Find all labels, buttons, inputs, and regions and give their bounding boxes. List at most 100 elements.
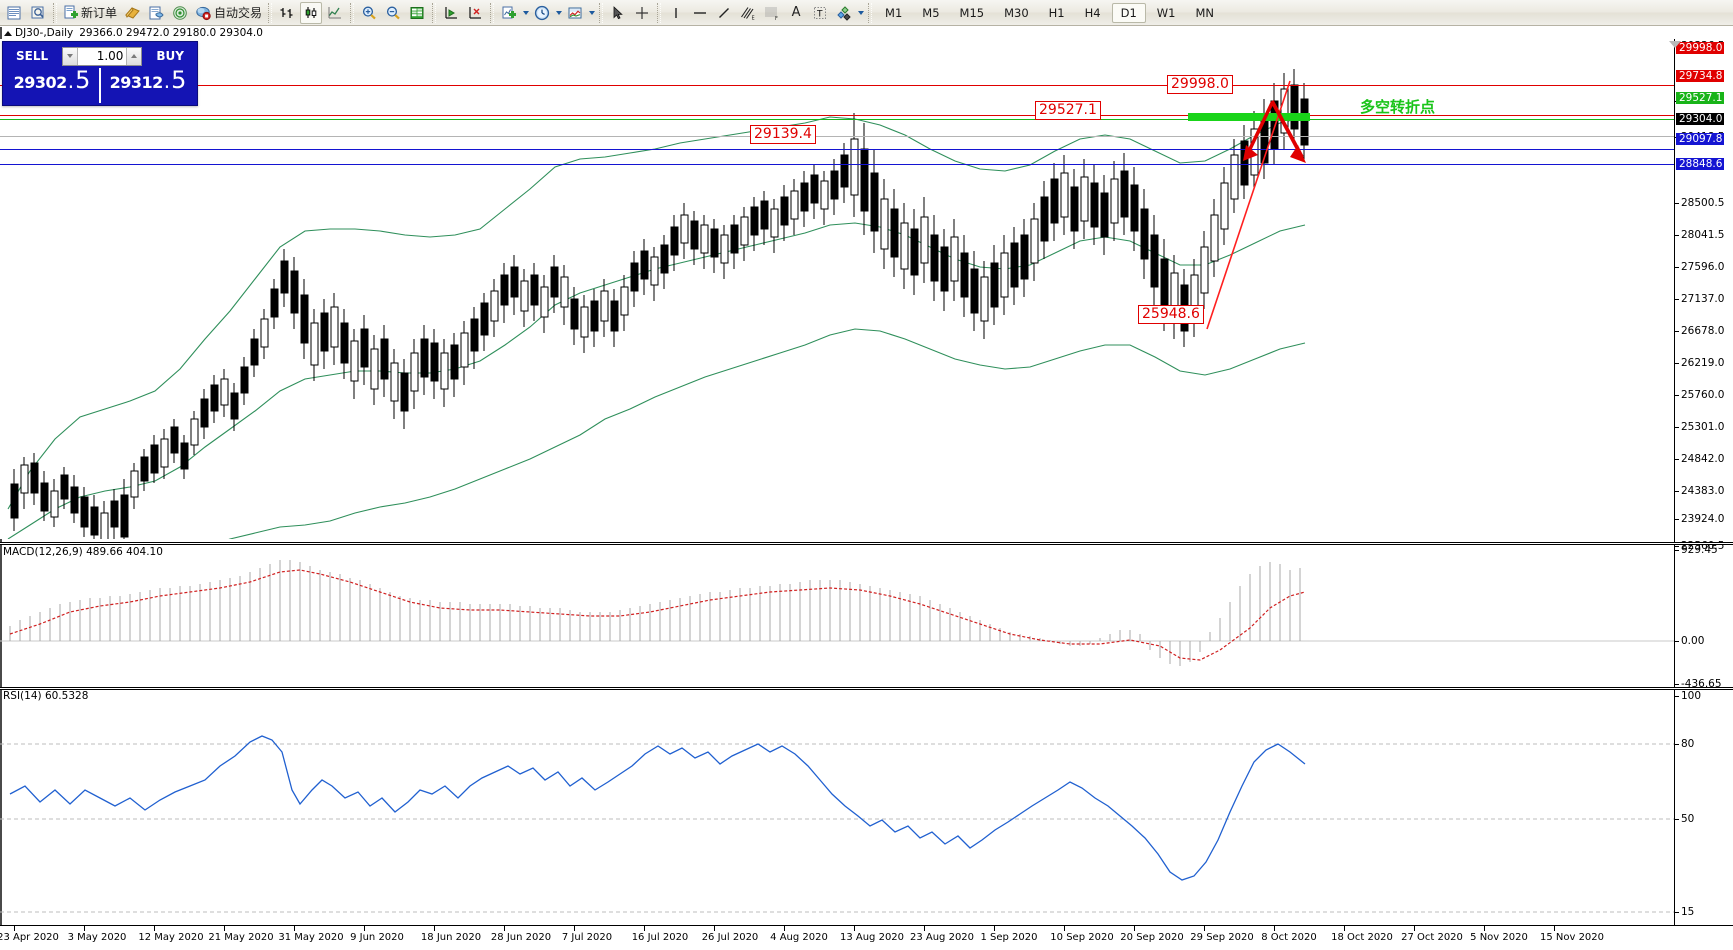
annotation-25948[interactable]: 25948.6 xyxy=(1138,305,1204,324)
timeframe-m5[interactable]: M5 xyxy=(922,5,940,20)
rsi-chart-canvas[interactable] xyxy=(0,694,1674,950)
market-watch-icon[interactable] xyxy=(3,2,25,24)
macd-label: MACD(12,26,9) 489.66 404.10 xyxy=(3,546,163,558)
annotation-29139[interactable]: 29139.4 xyxy=(750,125,816,144)
buy-price[interactable]: 29312 . 5 xyxy=(101,68,195,103)
signals-icon[interactable] xyxy=(169,2,191,24)
trade-panel-price-row: 29302 . 5 29312 . 5 xyxy=(3,68,197,105)
support-line-29527[interactable] xyxy=(0,119,1674,120)
support-line-29097[interactable] xyxy=(0,149,1674,150)
axis-tick xyxy=(1675,459,1679,460)
buy-button[interactable]: BUY xyxy=(146,45,194,67)
volume-input[interactable] xyxy=(78,47,127,65)
cursor-icon[interactable] xyxy=(607,2,629,24)
chart-stage: 29998.0 29527.1 29139.4 25948.6 多空转折点 30… xyxy=(0,39,1733,950)
timeframe-w1[interactable]: W1 xyxy=(1156,5,1176,20)
timeframe-h1[interactable]: H1 xyxy=(1048,5,1065,20)
date-label: 4 Aug 2020 xyxy=(770,932,828,943)
periods-icon[interactable] xyxy=(531,2,553,24)
resistance-line-29998[interactable] xyxy=(0,85,1674,86)
periods-dropdown-caret[interactable] xyxy=(554,3,563,23)
date-tick xyxy=(924,926,925,931)
price-chart-canvas[interactable] xyxy=(0,39,1674,539)
collapse-triangle-icon[interactable] xyxy=(4,30,12,36)
support-line-28848[interactable] xyxy=(0,164,1674,165)
annotation-29527[interactable]: 29527.1 xyxy=(1035,101,1101,120)
sell-price[interactable]: 29302 . 5 xyxy=(5,68,101,103)
rsi-pane-separator[interactable] xyxy=(0,687,1733,690)
price-badge-29527: 29527.1 xyxy=(1676,92,1725,104)
terminal-icon[interactable] xyxy=(145,2,167,24)
date-label: 7 Jul 2020 xyxy=(561,932,613,943)
date-axis[interactable]: 23 Apr 2020 3 May 2020 12 May 2020 21 Ma… xyxy=(0,925,1733,950)
axis-tick-label: 27596.0 xyxy=(1681,261,1725,273)
axis-tick xyxy=(1675,363,1679,364)
timeframe-d1[interactable]: D1 xyxy=(1111,2,1146,23)
timeframe-m30[interactable]: M30 xyxy=(1004,5,1029,20)
date-label: 16 Jul 2020 xyxy=(631,932,689,943)
templates-dropdown-caret[interactable] xyxy=(587,3,596,23)
timeframe-m1[interactable]: M1 xyxy=(885,5,903,20)
rsi-axis-tick-80: 80 xyxy=(1681,738,1695,750)
bar-chart-icon[interactable] xyxy=(276,2,298,24)
axis-tick xyxy=(1675,395,1679,396)
trendline-icon[interactable] xyxy=(713,2,735,24)
chart-symbol-header: DJ30-,Daily 29366.0 29472.0 29180.0 2930… xyxy=(0,27,263,39)
timeframe-h4[interactable]: H4 xyxy=(1084,5,1101,20)
rsi-axis-tick-100: 100 xyxy=(1681,690,1702,702)
price-badge-28848: 28848.6 xyxy=(1676,158,1725,170)
shapes-dropdown-caret[interactable] xyxy=(856,3,865,23)
line-chart-icon[interactable] xyxy=(324,2,346,24)
candlestick-chart-icon[interactable] xyxy=(300,1,323,24)
text-icon[interactable]: A xyxy=(785,2,807,24)
rsi-label: RSI(14) 60.5328 xyxy=(3,690,89,702)
sell-button[interactable]: SELL xyxy=(6,45,59,67)
axis-tick xyxy=(1675,641,1679,642)
crosshair-icon[interactable] xyxy=(631,2,653,24)
date-tick xyxy=(1554,926,1555,931)
date-label: 26 Jul 2020 xyxy=(701,932,759,943)
chart-grid-icon[interactable] xyxy=(406,2,428,24)
metaeditor-icon[interactable] xyxy=(121,2,143,24)
axis-tick xyxy=(1675,696,1679,697)
resistance-line-29734[interactable] xyxy=(0,115,1674,116)
date-label: 20 Sep 2020 xyxy=(1120,932,1184,943)
chart-shift-icon[interactable] xyxy=(440,2,462,24)
annotation-29998[interactable]: 29998.0 xyxy=(1167,75,1233,94)
shapes-icon[interactable] xyxy=(833,2,855,24)
macd-pane-separator[interactable] xyxy=(0,542,1733,545)
horizontal-line-icon[interactable] xyxy=(689,2,711,24)
date-tick xyxy=(784,926,785,931)
timeframe-m15[interactable]: M15 xyxy=(959,5,985,20)
date-label: 18 Oct 2020 xyxy=(1331,932,1393,943)
chart-shift-marker[interactable] xyxy=(1669,41,1681,48)
date-label: 8 Oct 2020 xyxy=(1261,932,1317,943)
equidistant-channel-icon[interactable]: E xyxy=(737,2,759,24)
volume-stepper[interactable] xyxy=(62,46,143,66)
vertical-line-icon[interactable] xyxy=(665,2,687,24)
autotrading-button[interactable]: 自动交易 xyxy=(193,2,264,24)
zoom-out-icon[interactable] xyxy=(382,2,404,24)
zoom-in-icon[interactable] xyxy=(358,2,380,24)
axis-tick xyxy=(1675,299,1679,300)
volume-decrease-button[interactable] xyxy=(63,47,79,65)
indicators-dropdown-caret[interactable] xyxy=(521,3,530,23)
volume-increase-button[interactable] xyxy=(126,47,142,65)
data-window-icon[interactable] xyxy=(27,2,49,24)
indicators-icon[interactable] xyxy=(498,2,520,24)
one-click-trading-panel: SELL BUY 29302 . 5 29312 . 5 xyxy=(2,41,198,106)
annotation-turning-point[interactable]: 多空转折点 xyxy=(1360,98,1436,116)
date-label: 23 Aug 2020 xyxy=(909,932,975,943)
toolbar-separator xyxy=(599,2,604,23)
auto-scroll-icon[interactable] xyxy=(464,2,486,24)
text-label-icon[interactable]: T xyxy=(809,2,831,24)
date-tick xyxy=(1484,926,1485,931)
fibonacci-icon[interactable]: F xyxy=(761,2,783,24)
templates-icon[interactable] xyxy=(564,2,586,24)
timeframe-mn[interactable]: MN xyxy=(1195,5,1214,20)
date-label: 18 Jun 2020 xyxy=(420,932,482,943)
new-order-button[interactable]: 新订单 xyxy=(61,2,119,24)
date-label: 29 Sep 2020 xyxy=(1190,932,1254,943)
date-tick xyxy=(84,926,85,931)
macd-chart-canvas[interactable] xyxy=(0,546,1674,686)
